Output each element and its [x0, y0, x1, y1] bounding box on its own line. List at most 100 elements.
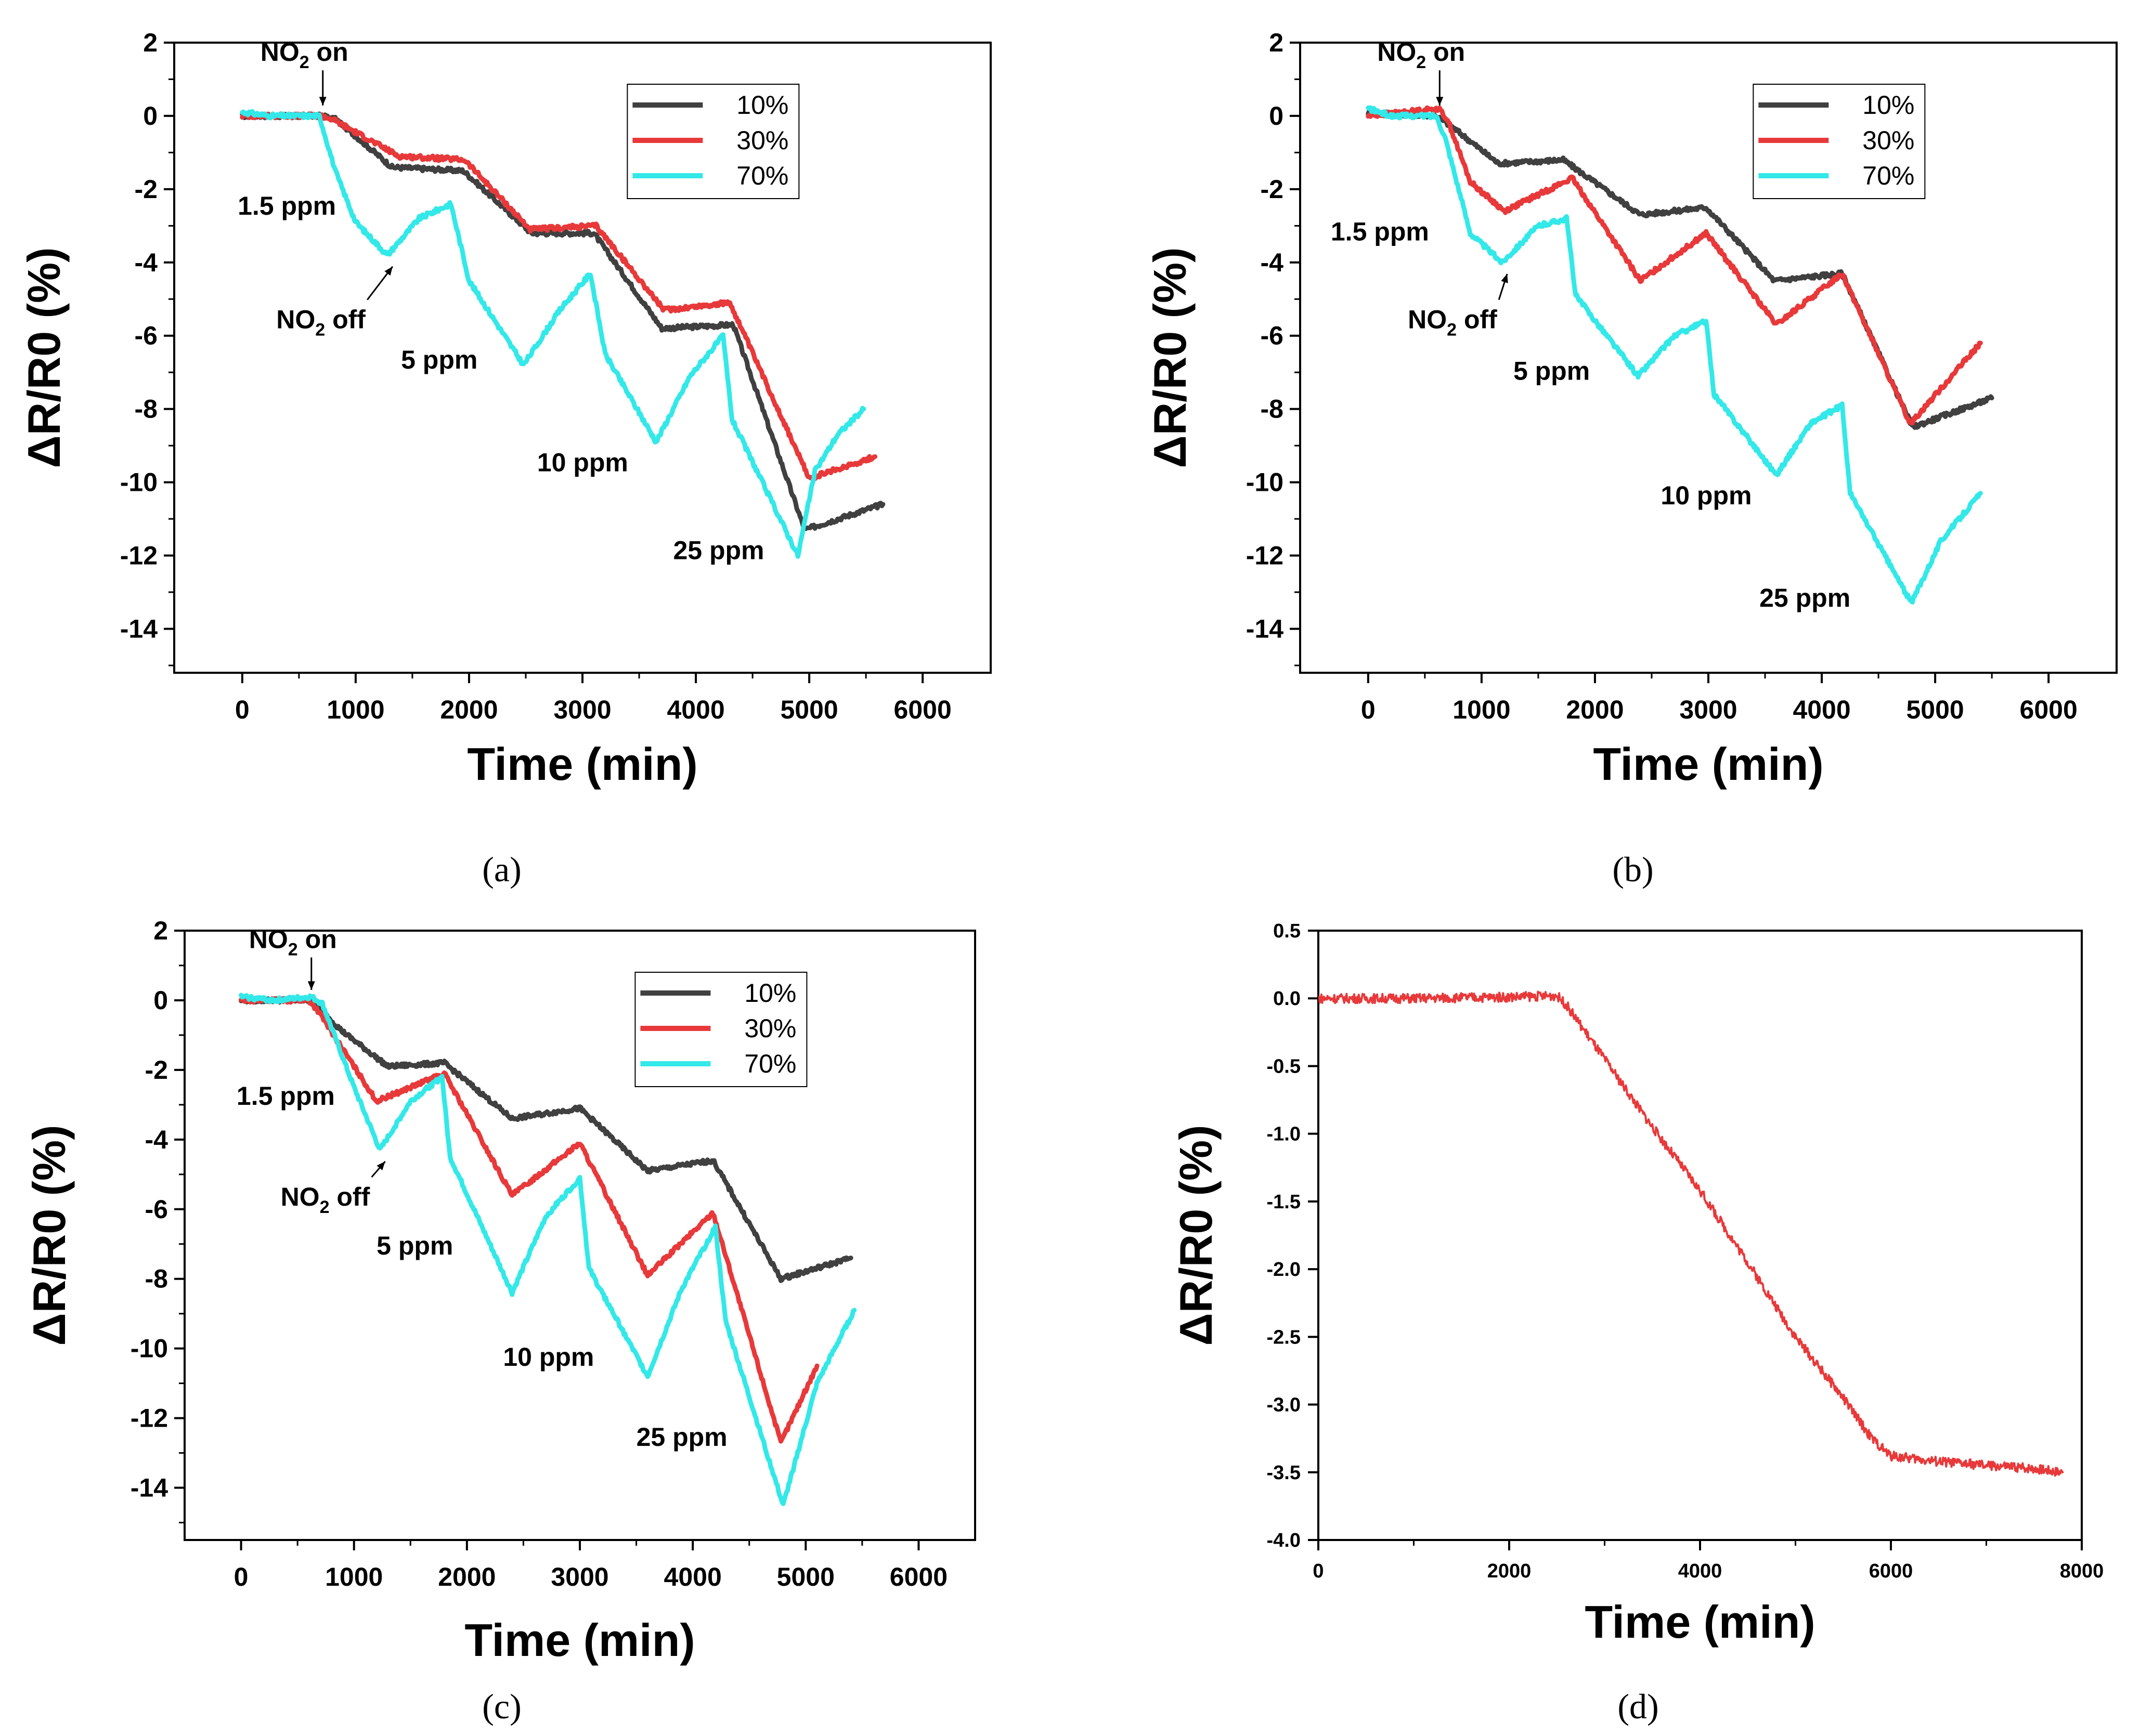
- panel-caption: (b): [1612, 850, 1653, 889]
- y-tick-label: -8: [1261, 395, 1283, 424]
- legend-label: 10%: [736, 90, 788, 120]
- y-tick-label: 2: [143, 28, 158, 57]
- legend-label: 10%: [1862, 90, 1914, 120]
- y-tick-label: -12: [131, 1404, 168, 1433]
- series-line-30pct: [1366, 105, 1983, 426]
- annotation: 5 ppm: [401, 345, 477, 374]
- annotation: 10 ppm: [537, 448, 628, 477]
- y-tick-label: -6: [1261, 321, 1283, 350]
- y-tick-label: -3.5: [1267, 1462, 1301, 1484]
- y-tick-label: -0.5: [1267, 1055, 1301, 1077]
- x-tick-label: 5000: [780, 695, 838, 724]
- legend-label: 10%: [744, 978, 796, 1008]
- x-axis-title: Time (min): [1585, 1596, 1815, 1648]
- annotation: NO2 off: [281, 1182, 370, 1217]
- y-tick-label: -8: [135, 395, 158, 424]
- x-tick-label: 6000: [1869, 1560, 1913, 1582]
- y-tick-label: -4: [135, 248, 158, 277]
- series-line-70pct: [1366, 105, 1983, 605]
- panel-d: 0 2000 4000 6000 8000 0.5 0.0 -0.5 -1.0 -1.5 -2.0 -…: [1170, 920, 2104, 1726]
- x-tick-label: 1000: [1452, 695, 1510, 724]
- y-tick-label: -6: [135, 321, 158, 350]
- annotation: 25 ppm: [1759, 583, 1850, 612]
- y-tick-label: 2: [153, 916, 168, 945]
- series-line-70pct: [240, 109, 866, 559]
- legend-label: 30%: [744, 1014, 796, 1043]
- annotation-arrowhead: [319, 97, 327, 106]
- panel-caption: (a): [482, 850, 521, 889]
- y-tick-label: -12: [120, 541, 158, 570]
- x-tick-label: 4000: [1678, 1560, 1722, 1582]
- x-tick-label: 6000: [890, 1562, 948, 1591]
- y-tick-label: -1.0: [1267, 1124, 1301, 1145]
- y-tick-label: -2.5: [1267, 1326, 1301, 1348]
- annotation: NO2 off: [1408, 305, 1497, 340]
- annotation: 25 ppm: [673, 536, 764, 565]
- x-tick-label: 0: [1313, 1560, 1324, 1582]
- x-tick-label: 0: [1361, 695, 1376, 724]
- x-axis-title: Time (min): [1593, 738, 1823, 790]
- y-axis-title: ΔR/R0 (%): [1144, 247, 1196, 468]
- x-tick-label: 6000: [894, 695, 952, 724]
- y-tick-label: -10: [131, 1334, 168, 1363]
- series-group: [240, 109, 886, 559]
- plot-frame: [1317, 930, 2083, 1541]
- annotation-arrowhead: [384, 266, 393, 276]
- y-tick-label: -6: [145, 1195, 168, 1224]
- panel-c: 0 1000 2000 3000 4000 5000 6000 2 0 -2 -4 -6 -8 -10 -1…: [23, 916, 976, 1726]
- panel-caption: (d): [1617, 1687, 1658, 1726]
- y-tick-label: -14: [131, 1473, 168, 1503]
- panel-a: 0 1000 2000 3000 4000 5000 6000 2 0 -2 -4 -6 -8 -10 -1…: [18, 28, 992, 889]
- y-tick-label: -2.0: [1267, 1259, 1301, 1281]
- y-tick-label: -2: [145, 1055, 168, 1085]
- y-tick-label: 0.5: [1273, 920, 1301, 942]
- x-tick-label: 2000: [1566, 695, 1624, 724]
- y-tick-label: -10: [120, 468, 158, 497]
- x-tick-label: 4000: [664, 1562, 722, 1591]
- x-tick-label: 5000: [777, 1562, 835, 1591]
- annotation: 1.5 ppm: [237, 1081, 335, 1111]
- y-tick-label: -4: [1261, 248, 1284, 277]
- legend-label: 30%: [736, 126, 788, 155]
- annotation-arrowhead: [377, 1161, 385, 1171]
- annotation: NO2 on: [261, 37, 348, 72]
- annotation: 10 ppm: [1661, 481, 1752, 510]
- legend-label: 70%: [744, 1049, 796, 1078]
- x-tick-label: 3000: [551, 1562, 608, 1591]
- y-tick-label: 0.0: [1273, 988, 1301, 1010]
- annotation: 25 ppm: [637, 1422, 728, 1452]
- x-axis-title: Time (min): [467, 738, 697, 790]
- panel-b: 0 1000 2000 3000 4000 5000 6000 2 0 -2 -4 -6 -8 -10 -1…: [1144, 28, 2118, 889]
- x-tick-label: 2000: [1487, 1560, 1532, 1582]
- x-tick-label: 2000: [440, 695, 498, 724]
- series-line-10pct: [239, 996, 853, 1283]
- y-tick-label: 0: [143, 101, 158, 130]
- annotation: 10 ppm: [503, 1342, 594, 1372]
- series-group: [239, 993, 857, 1506]
- y-tick-label: -10: [1246, 468, 1283, 497]
- annotation: 1.5 ppm: [1331, 217, 1429, 246]
- x-tick-label: 2000: [438, 1562, 496, 1591]
- legend-label: 70%: [736, 161, 788, 190]
- annotation-arrowhead: [1501, 273, 1508, 283]
- annotation: 5 ppm: [1513, 356, 1590, 385]
- annotation: 1.5 ppm: [238, 191, 336, 220]
- x-tick-label: 4000: [1793, 695, 1850, 724]
- legend: 10% 30% 70%: [1753, 84, 1926, 199]
- x-tick-label: 4000: [667, 695, 724, 724]
- y-tick-label: -1.5: [1267, 1191, 1301, 1213]
- legend-label: 70%: [1862, 161, 1914, 190]
- plot-frame: [184, 930, 976, 1541]
- panel-caption: (c): [482, 1687, 521, 1726]
- annotation-arrowhead: [307, 981, 315, 990]
- annotation-arrowhead: [1436, 97, 1444, 106]
- y-tick-label: 0: [1269, 101, 1283, 130]
- y-tick-label: -3.0: [1267, 1394, 1301, 1416]
- series-line-single: [1318, 990, 2064, 1477]
- x-tick-label: 3000: [553, 695, 611, 724]
- y-tick-label: -2: [135, 175, 158, 204]
- x-tick-label: 3000: [1679, 695, 1737, 724]
- y-tick-label: -8: [145, 1264, 168, 1294]
- x-tick-label: 6000: [2020, 695, 2078, 724]
